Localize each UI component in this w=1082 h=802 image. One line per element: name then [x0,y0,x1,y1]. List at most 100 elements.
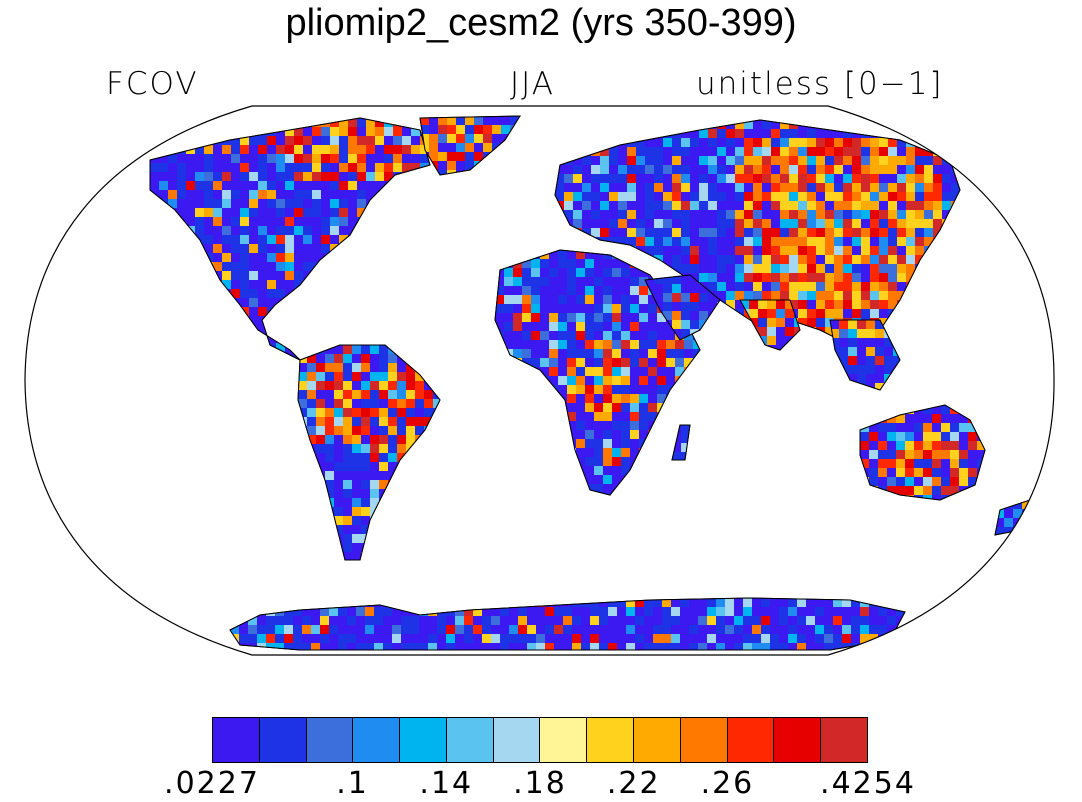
grid-cell [675,403,684,412]
grid-cell [285,217,294,226]
grid-cell [558,466,567,475]
grid-cell [406,516,415,525]
grid-cell [375,307,384,316]
grid-cell [807,282,816,291]
grid-cell [429,226,430,235]
grid-cell [843,282,852,291]
grid-cell [690,201,699,210]
grid-cell [897,246,906,255]
grid-cell [316,354,325,363]
grid-cell [433,453,440,462]
grid-cell [276,145,285,154]
grid-cell [576,277,585,286]
grid-cell [522,277,531,286]
grid-cell [582,201,591,210]
grid-cell [648,493,657,495]
grid-cell [749,300,758,309]
grid-cell [522,286,531,295]
grid-cell [639,277,648,286]
grid-cell [258,325,267,334]
grid-cell [352,543,361,552]
grid-cell [752,643,761,650]
grid-cell [848,356,857,365]
grid-cell [374,607,383,616]
grid-cell [348,127,357,136]
grid-cell [770,607,779,616]
grid-cell [504,493,513,495]
grid-cell [833,607,842,616]
grid-cell [887,486,896,495]
grid-cell [334,489,343,498]
grid-cell [365,607,374,616]
grid-cell [887,634,896,643]
grid-cell [599,625,608,634]
grid-cell [708,147,717,156]
grid-cell [150,136,159,145]
grid-cell [735,138,744,147]
grid-cell [798,336,807,345]
grid-cell [320,598,329,607]
grid-cell [797,625,806,634]
grid-cell [276,253,285,262]
grid-cell [603,421,612,430]
grid-cell [923,495,932,500]
grid-cell [393,298,402,307]
grid-cell [527,625,536,634]
grid-cell [933,264,942,273]
grid-cell [312,208,321,217]
grid-cell [150,343,159,352]
grid-cell [897,300,906,309]
grid-cell [361,408,370,417]
grid-cell [636,219,645,228]
grid-cell [576,250,585,259]
grid-cell [531,313,540,322]
grid-cell [672,183,681,192]
grid-cell [767,318,776,327]
grid-cell [785,327,794,336]
grid-cell [366,172,375,181]
grid-cell [567,403,576,412]
grid-cell [582,129,591,138]
grid-cell [762,192,771,201]
grid-cell [870,156,879,165]
grid-cell [915,309,924,318]
grid-cell [231,163,240,172]
grid-cell [762,255,771,264]
grid-cell [815,598,824,607]
grid-cell [933,210,942,219]
grid-cell [383,634,392,643]
grid-cell [941,414,950,423]
grid-cell [621,394,630,403]
grid-cell [666,475,675,484]
grid-cell [749,327,758,336]
grid-cell [522,457,531,466]
grid-cell [357,127,366,136]
grid-cell [693,340,700,349]
grid-cell [343,408,352,417]
grid-cell [522,358,531,367]
grid-cell [294,343,303,352]
grid-cell [798,147,807,156]
grid-cell [591,165,600,174]
grid-cell [531,421,540,430]
grid-cell [860,450,869,459]
grid-cell [693,421,700,430]
grid-cell [177,352,186,360]
grid-cell [321,154,330,163]
grid-cell [834,183,843,192]
grid-cell [329,643,338,650]
grid-cell [438,116,447,125]
grid-cell [861,219,870,228]
grid-cell [285,127,294,136]
grid-cell [276,199,285,208]
grid-cell [159,262,168,271]
grid-cell [618,228,627,237]
grid-cell [375,136,384,145]
grid-cell [567,484,576,493]
grid-cell [177,253,186,262]
grid-cell [630,250,639,259]
grid-cell [645,120,654,129]
grid-cell [316,444,325,453]
grid-cell [576,376,585,385]
grid-cell [735,156,744,165]
